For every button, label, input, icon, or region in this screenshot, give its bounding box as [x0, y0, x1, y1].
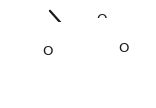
Text: O: O: [97, 13, 107, 26]
Text: O: O: [118, 42, 129, 55]
Text: O: O: [42, 45, 53, 58]
Text: S: S: [98, 48, 106, 60]
